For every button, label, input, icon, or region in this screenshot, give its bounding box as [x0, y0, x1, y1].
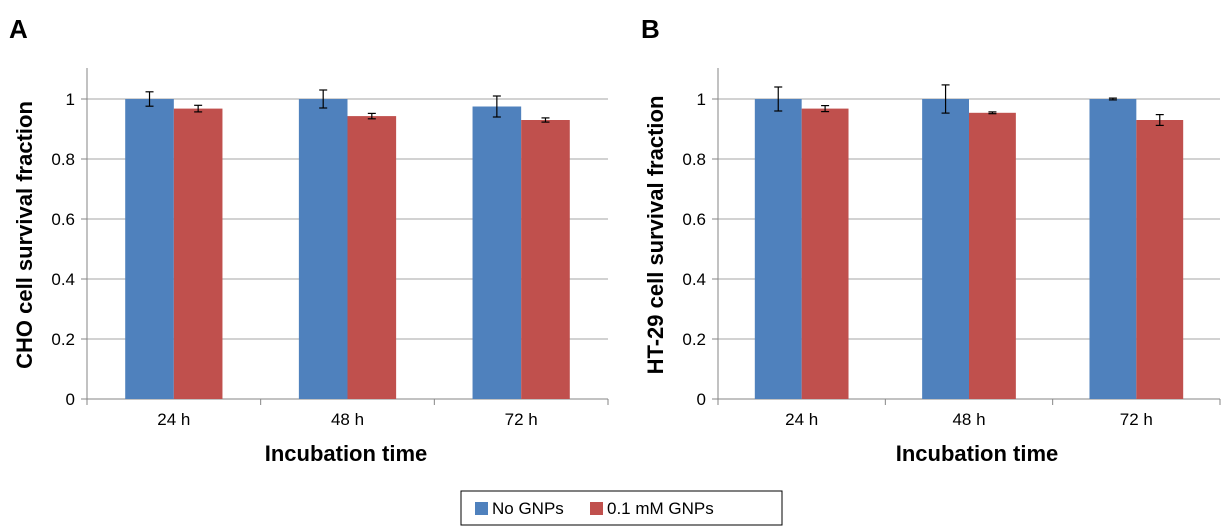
panel-a-category-label: 24 h [157, 410, 190, 429]
panel-b-plot: 0 0.2 0.4 0.6 0.8 1 24 h 48 h 72 h [682, 68, 1221, 429]
panel-b-y-tick-label: 0.2 [682, 330, 706, 349]
panel-a-y-tick-label: 0.6 [51, 210, 75, 229]
panel-a-bar-01mm-gnps-1 [347, 116, 397, 399]
panel-b-y-tick-label: 0.8 [682, 150, 706, 169]
legend-swatch-no-gnps [475, 502, 488, 515]
panel-b-bar-no-gnps-0 [754, 99, 802, 399]
panel-b-bar-01mm-gnps-2 [1136, 120, 1184, 399]
panel-a-y-axis-label: CHO cell survival fraction [12, 101, 37, 369]
legend-label-no-gnps: No GNPs [492, 499, 564, 518]
legend: No GNPs 0.1 mM GNPs [460, 490, 783, 526]
panel-b-x-axis-label: Incubation time [896, 441, 1059, 466]
panel-b: B HT-29 cell survival fraction Incubatio… [641, 14, 1221, 466]
panel-a-bar-no-gnps-1 [298, 99, 348, 399]
panel-a-x-axis-label: Incubation time [265, 441, 428, 466]
panel-a-y-tick-label: 0.2 [51, 330, 75, 349]
panel-a: A CHO cell survival fraction Incubation … [9, 14, 609, 466]
panel-b-bar-01mm-gnps-1 [969, 112, 1016, 400]
panel-a-category-label: 72 h [505, 410, 538, 429]
panel-a-category-label: 48 h [331, 410, 364, 429]
panel-b-y-tick-label: 1 [697, 90, 706, 109]
legend-box [460, 490, 783, 526]
panel-b-category-label: 48 h [952, 410, 985, 429]
panel-a-plot: 0 0.2 0.4 0.6 0.8 1 24 h 48 h 72 h [51, 68, 609, 429]
panel-a-y-tick-label: 0.4 [51, 270, 75, 289]
panel-a-letter: A [9, 14, 28, 44]
panel-b-category-label: 72 h [1120, 410, 1153, 429]
panel-a-bar-no-gnps-2 [472, 106, 522, 399]
panel-b-y-axis-label: HT-29 cell survival fraction [643, 96, 668, 375]
panel-b-bar-no-gnps-2 [1089, 99, 1137, 399]
legend-label-01mm-gnps: 0.1 mM GNPs [607, 499, 714, 518]
panel-b-bar-no-gnps-1 [922, 99, 969, 399]
legend-swatch-01mm-gnps [590, 502, 603, 515]
panel-a-bar-no-gnps-0 [125, 99, 174, 399]
panel-b-y-tick-label: 0 [697, 390, 706, 409]
panel-b-y-tick-label: 0.6 [682, 210, 706, 229]
panel-a-y-tick-label: 0 [66, 390, 75, 409]
panel-a-bar-01mm-gnps-2 [521, 120, 570, 399]
panel-b-category-label: 24 h [785, 410, 818, 429]
panel-b-letter: B [641, 14, 660, 44]
panel-a-bar-01mm-gnps-0 [173, 108, 223, 399]
panel-b-bar-01mm-gnps-0 [801, 108, 849, 399]
panel-a-y-tick-label: 0.8 [51, 150, 75, 169]
panel-a-y-tick-label: 1 [66, 90, 75, 109]
panel-b-y-tick-label: 0.4 [682, 270, 706, 289]
